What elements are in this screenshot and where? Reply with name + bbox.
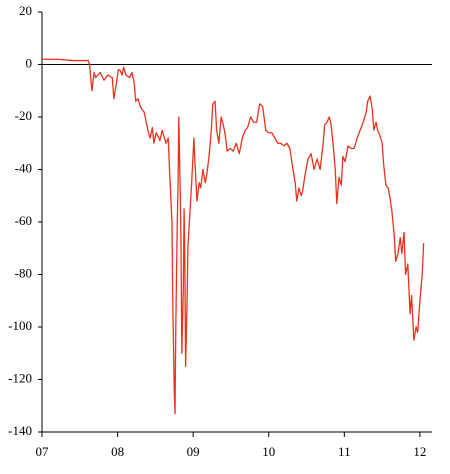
y-tick-label: -100 xyxy=(8,318,32,333)
data-line xyxy=(42,58,425,415)
y-tick-label: -20 xyxy=(15,108,32,123)
y-tick-label: -120 xyxy=(8,370,32,385)
x-tick-label: 11 xyxy=(338,444,351,459)
y-tick-label: 20 xyxy=(19,3,32,18)
y-tick-label: -140 xyxy=(8,423,32,438)
x-tick-label: 10 xyxy=(262,444,275,459)
x-tick-label: 12 xyxy=(413,444,426,459)
y-tick-label: 0 xyxy=(26,55,33,70)
y-tick-label: -60 xyxy=(15,213,32,228)
x-tick-label: 08 xyxy=(111,444,124,459)
x-tick-label: 07 xyxy=(36,444,50,459)
y-tick-label: -80 xyxy=(15,265,32,280)
y-tick-label: -40 xyxy=(15,160,32,175)
x-tick-label: 09 xyxy=(187,444,200,459)
